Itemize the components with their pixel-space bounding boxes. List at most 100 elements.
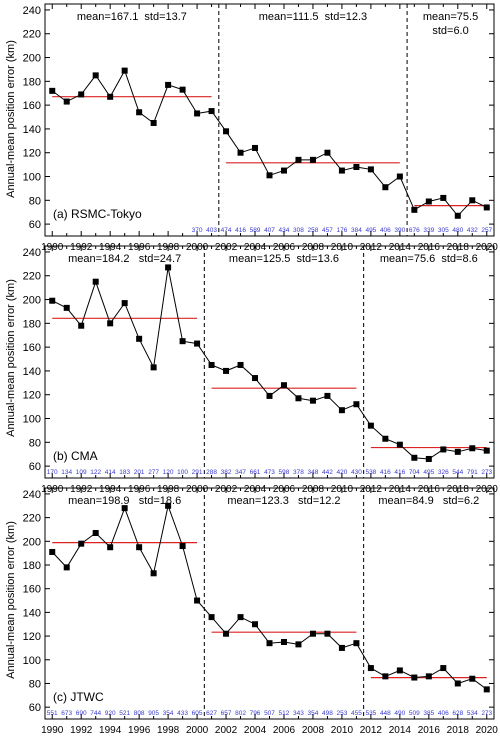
data-point-b — [136, 335, 143, 342]
data-point-b — [324, 392, 331, 399]
data-point-c — [49, 548, 56, 555]
data-point-c — [63, 564, 70, 571]
x-tick-label-c: 2010 — [331, 725, 354, 736]
sample-count-b: 420 — [336, 469, 347, 476]
panel-label-a: (a) RSMC-Tokyo — [53, 207, 142, 221]
data-point-c — [411, 674, 418, 681]
sample-count-c: 690 — [76, 710, 87, 717]
sample-count-a: 339 — [423, 227, 434, 234]
data-point-a — [78, 91, 85, 98]
data-point-b — [411, 454, 418, 461]
data-point-c — [179, 543, 186, 550]
x-tick-label-c: 1990 — [41, 725, 64, 736]
y-tick-label-b: 140 — [23, 366, 41, 378]
data-point-a — [280, 167, 287, 174]
sample-count-a: 407 — [264, 227, 275, 234]
y-axis-label-a: Annual-mean position error (km) — [5, 40, 17, 198]
data-point-a — [252, 144, 259, 151]
y-tick-label-c: 120 — [23, 631, 41, 643]
sample-count-a: 457 — [322, 227, 333, 234]
sample-count-c: 905 — [148, 710, 159, 717]
sample-count-a: 370 — [192, 227, 203, 234]
sample-count-b: 416 — [394, 469, 405, 476]
sample-count-c: 534 — [467, 710, 478, 717]
x-tick-label-c: 1992 — [70, 725, 93, 736]
y-tick-label-a: 80 — [29, 195, 41, 207]
data-point-a — [150, 119, 157, 126]
sample-count-b: 544 — [452, 469, 463, 476]
sample-count-c: 512 — [279, 710, 290, 717]
data-point-a — [425, 198, 432, 205]
period-stats-c: mean=198.9 std=18.6 — [68, 495, 181, 507]
data-point-c — [194, 597, 201, 604]
sample-count-c: 605 — [192, 710, 203, 717]
data-point-c — [324, 630, 331, 637]
x-tick-label-c: 2000 — [186, 725, 209, 736]
data-point-c — [280, 639, 287, 645]
y-tick-label-a: 120 — [23, 148, 41, 160]
sample-count-a: 480 — [452, 227, 463, 234]
x-tick-label-c: 1994 — [99, 725, 122, 736]
data-point-c — [252, 621, 259, 628]
data-point-c — [78, 540, 85, 547]
data-point-b — [309, 397, 316, 404]
sample-count-a: 176 — [336, 227, 347, 234]
data-point-c — [107, 544, 114, 551]
plot-frame-b — [44, 245, 495, 479]
sample-count-b: 122 — [90, 469, 101, 476]
sample-count-c: 744 — [90, 710, 101, 717]
data-point-b — [179, 338, 186, 345]
sample-count-a: 406 — [380, 227, 391, 234]
x-tick-label-c: 2018 — [447, 725, 470, 736]
data-point-a — [63, 98, 70, 105]
x-tick-label-c: 2016 — [418, 725, 441, 736]
data-line-c — [51, 503, 488, 690]
y-tick-label-b: 220 — [23, 271, 41, 283]
period-stats-b: mean=184.2 std=24.7 — [68, 253, 181, 265]
data-point-b — [49, 297, 56, 304]
data-point-b — [78, 322, 85, 329]
data-point-c — [237, 614, 244, 621]
data-point-b — [338, 407, 345, 414]
sample-count-c: 509 — [409, 710, 420, 717]
x-tick-label-c: 2012 — [360, 725, 383, 736]
data-point-a — [266, 172, 273, 179]
data-point-a — [194, 110, 201, 117]
data-point-c — [309, 630, 316, 637]
sample-count-b: 291 — [192, 469, 203, 476]
x-tick-label-c: 2006 — [273, 725, 296, 736]
data-point-a — [382, 184, 389, 191]
data-point-b — [150, 364, 157, 371]
data-point-b — [425, 455, 432, 462]
y-tick-label-c: 140 — [23, 607, 41, 619]
sample-count-c: 673 — [61, 710, 72, 717]
data-point-a — [121, 67, 128, 74]
period-stats-b: mean=125.5 std=13.6 — [229, 253, 339, 265]
data-point-b — [440, 446, 447, 453]
period-stats-b: mean=75.6 std=8.6 — [380, 253, 478, 265]
data-point-a — [295, 156, 302, 163]
sample-count-b: 414 — [105, 469, 116, 476]
y-tick-label-c: 180 — [23, 560, 41, 572]
sample-count-b: 120 — [163, 469, 174, 476]
sample-count-a: 384 — [351, 227, 362, 234]
y-axis-label-b: Annual-mean position error (km) — [5, 279, 17, 437]
data-point-c — [454, 680, 461, 687]
period-stats-a: std=6.0 — [432, 25, 468, 37]
sample-count-a: 257 — [481, 227, 492, 234]
sample-count-b: 273 — [481, 469, 492, 476]
sample-count-a: 434 — [279, 227, 290, 234]
data-point-c — [396, 667, 403, 674]
data-point-a — [440, 194, 447, 201]
data-point-c — [425, 673, 432, 680]
data-point-c — [121, 505, 128, 512]
y-tick-label-c: 80 — [29, 678, 41, 690]
y-tick-label-b: 160 — [23, 342, 41, 354]
x-tick-label-c: 2020 — [476, 725, 499, 736]
data-point-a — [179, 86, 186, 93]
data-point-c — [367, 665, 374, 672]
data-point-c — [165, 502, 172, 509]
sample-count-b: 326 — [438, 469, 449, 476]
data-point-b — [165, 264, 172, 271]
data-point-a — [454, 212, 461, 219]
